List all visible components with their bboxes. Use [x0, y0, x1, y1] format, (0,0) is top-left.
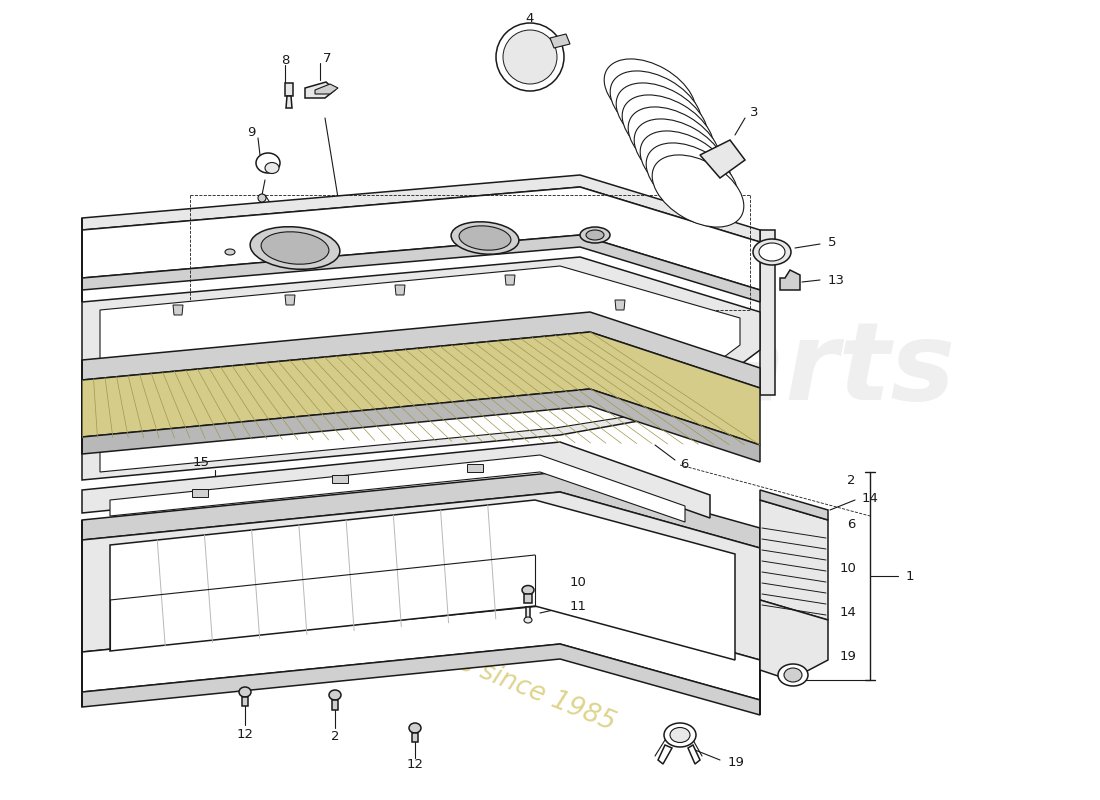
Text: 4: 4: [526, 11, 535, 25]
Ellipse shape: [226, 249, 235, 255]
Text: 3: 3: [750, 106, 759, 118]
Ellipse shape: [261, 232, 329, 264]
Ellipse shape: [451, 222, 519, 254]
Ellipse shape: [652, 155, 744, 227]
Ellipse shape: [784, 668, 802, 682]
Polygon shape: [505, 275, 515, 285]
Text: 8: 8: [280, 54, 289, 66]
Polygon shape: [100, 266, 740, 472]
Polygon shape: [780, 270, 800, 290]
Polygon shape: [173, 305, 183, 315]
Text: 6: 6: [680, 458, 689, 471]
Text: a passion for parts since 1985: a passion for parts since 1985: [241, 563, 619, 737]
Text: 10: 10: [839, 562, 856, 574]
Ellipse shape: [586, 230, 604, 240]
Polygon shape: [286, 96, 292, 108]
Ellipse shape: [778, 664, 808, 686]
Ellipse shape: [496, 23, 564, 91]
Polygon shape: [82, 604, 760, 700]
Ellipse shape: [250, 226, 340, 270]
Polygon shape: [82, 492, 760, 660]
Ellipse shape: [670, 727, 690, 742]
Text: 14: 14: [862, 491, 879, 505]
Polygon shape: [82, 644, 760, 715]
Ellipse shape: [522, 586, 534, 594]
Text: 10: 10: [570, 577, 587, 590]
Text: 11: 11: [570, 599, 587, 613]
Ellipse shape: [580, 227, 611, 243]
Ellipse shape: [409, 723, 421, 733]
Ellipse shape: [329, 690, 341, 700]
Text: 1: 1: [906, 570, 914, 582]
Polygon shape: [700, 140, 745, 178]
Polygon shape: [550, 34, 570, 48]
Ellipse shape: [640, 131, 732, 203]
Text: 9: 9: [246, 126, 255, 138]
Ellipse shape: [646, 143, 738, 215]
Polygon shape: [760, 230, 775, 395]
Polygon shape: [110, 455, 685, 522]
Polygon shape: [285, 83, 293, 96]
Polygon shape: [315, 84, 338, 94]
Text: 2: 2: [847, 474, 856, 486]
Ellipse shape: [759, 243, 785, 261]
Polygon shape: [192, 489, 208, 497]
Ellipse shape: [258, 194, 266, 202]
Text: 2: 2: [331, 730, 339, 742]
Ellipse shape: [610, 71, 702, 143]
Polygon shape: [615, 300, 625, 310]
Polygon shape: [82, 442, 710, 518]
Polygon shape: [760, 490, 828, 520]
Polygon shape: [82, 389, 760, 462]
Text: 12: 12: [236, 729, 253, 742]
Text: 5: 5: [828, 235, 836, 249]
Polygon shape: [658, 745, 672, 764]
Polygon shape: [524, 594, 532, 603]
Ellipse shape: [239, 687, 251, 697]
Polygon shape: [110, 500, 735, 660]
Polygon shape: [285, 295, 295, 305]
Polygon shape: [82, 235, 760, 302]
Ellipse shape: [256, 153, 280, 173]
Polygon shape: [412, 733, 418, 742]
Text: 19: 19: [839, 650, 856, 662]
Text: eurocarparts: eurocarparts: [165, 317, 955, 423]
Ellipse shape: [664, 723, 696, 747]
Text: 19: 19: [728, 755, 745, 769]
Text: 7: 7: [322, 51, 331, 65]
Polygon shape: [332, 700, 338, 710]
Polygon shape: [242, 697, 248, 706]
Ellipse shape: [459, 226, 510, 250]
Polygon shape: [395, 285, 405, 295]
Polygon shape: [760, 600, 828, 680]
Ellipse shape: [604, 59, 696, 131]
Text: 14: 14: [839, 606, 856, 618]
Polygon shape: [468, 464, 483, 472]
Polygon shape: [82, 472, 760, 548]
Ellipse shape: [265, 162, 279, 174]
Ellipse shape: [754, 239, 791, 265]
Polygon shape: [332, 475, 348, 483]
Text: 13: 13: [828, 274, 845, 286]
Polygon shape: [82, 332, 760, 445]
Polygon shape: [82, 312, 760, 388]
Text: 12: 12: [407, 758, 424, 771]
Polygon shape: [760, 500, 828, 620]
Polygon shape: [82, 187, 760, 290]
Polygon shape: [82, 257, 760, 480]
Polygon shape: [305, 82, 336, 98]
Text: 15: 15: [192, 455, 210, 469]
Ellipse shape: [503, 30, 557, 84]
Ellipse shape: [635, 119, 726, 191]
Polygon shape: [82, 175, 760, 242]
Ellipse shape: [628, 107, 719, 179]
Ellipse shape: [524, 617, 532, 623]
Ellipse shape: [616, 83, 707, 155]
Polygon shape: [688, 745, 700, 764]
Text: 6: 6: [848, 518, 856, 530]
Ellipse shape: [623, 95, 714, 167]
Polygon shape: [526, 607, 530, 618]
